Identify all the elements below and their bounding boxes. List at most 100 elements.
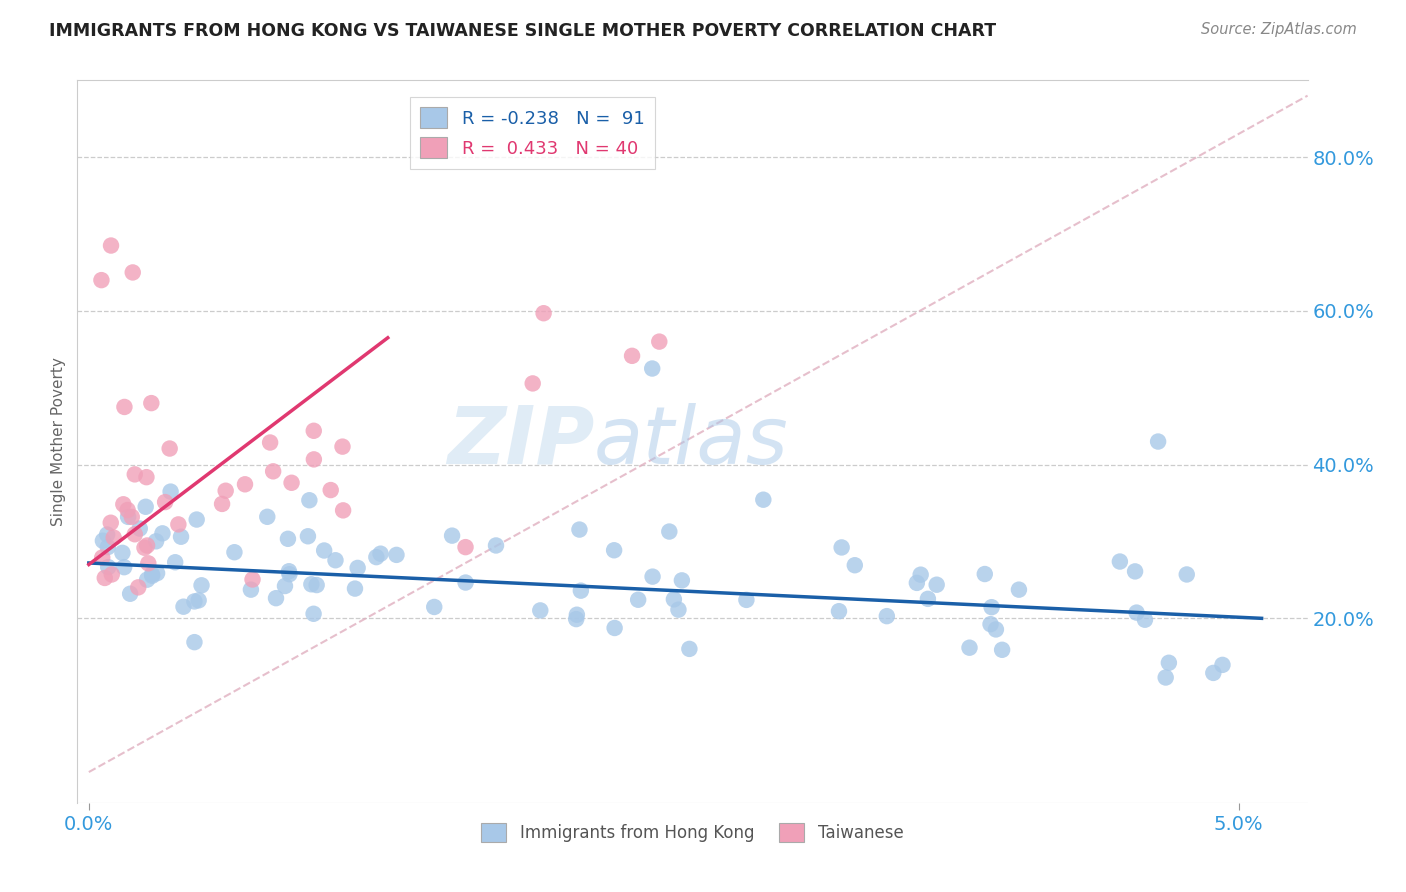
Point bbox=[100, 238, 122, 252]
Point bbox=[97, 560, 120, 574]
Point bbox=[1147, 434, 1170, 449]
Point bbox=[136, 573, 159, 587]
Point bbox=[170, 530, 193, 544]
Point bbox=[662, 592, 685, 607]
Point bbox=[346, 561, 368, 575]
Point bbox=[112, 560, 135, 574]
Point bbox=[145, 534, 167, 549]
Point bbox=[297, 529, 319, 543]
Point bbox=[165, 555, 187, 569]
Point bbox=[141, 396, 163, 410]
Point bbox=[94, 571, 117, 585]
Text: atlas: atlas bbox=[595, 402, 789, 481]
Point bbox=[980, 600, 1002, 615]
Point bbox=[278, 567, 301, 582]
Point bbox=[159, 442, 181, 456]
Point bbox=[302, 424, 325, 438]
Point bbox=[319, 483, 342, 497]
Point bbox=[96, 527, 118, 541]
Point bbox=[925, 578, 948, 592]
Point bbox=[280, 475, 302, 490]
Point bbox=[124, 467, 146, 482]
Point bbox=[103, 531, 125, 545]
Point bbox=[973, 567, 995, 582]
Point bbox=[370, 547, 392, 561]
Y-axis label: Single Mother Poverty: Single Mother Poverty bbox=[51, 357, 66, 526]
Point bbox=[603, 543, 626, 558]
Point bbox=[187, 593, 209, 607]
Point bbox=[325, 553, 347, 567]
Point bbox=[153, 495, 176, 509]
Point bbox=[256, 509, 278, 524]
Point bbox=[259, 435, 281, 450]
Point bbox=[134, 541, 156, 555]
Point bbox=[621, 349, 644, 363]
Point bbox=[135, 500, 157, 514]
Point bbox=[641, 569, 664, 583]
Point bbox=[1008, 582, 1031, 597]
Point bbox=[112, 497, 135, 511]
Point bbox=[1125, 606, 1147, 620]
Point bbox=[828, 604, 851, 618]
Point bbox=[1175, 567, 1198, 582]
Point bbox=[141, 567, 163, 582]
Point bbox=[305, 578, 328, 592]
Point bbox=[1211, 657, 1233, 672]
Text: Source: ZipAtlas.com: Source: ZipAtlas.com bbox=[1201, 22, 1357, 37]
Point bbox=[298, 493, 321, 508]
Point bbox=[101, 567, 124, 582]
Point bbox=[314, 543, 336, 558]
Point bbox=[167, 517, 190, 532]
Point bbox=[565, 607, 588, 622]
Point bbox=[97, 540, 120, 554]
Point bbox=[641, 361, 664, 376]
Point bbox=[454, 540, 477, 554]
Point bbox=[485, 539, 508, 553]
Point bbox=[1123, 565, 1146, 579]
Point bbox=[1108, 555, 1130, 569]
Point bbox=[565, 612, 588, 626]
Text: ZIP: ZIP bbox=[447, 402, 595, 481]
Point bbox=[648, 334, 671, 349]
Point bbox=[239, 582, 262, 597]
Point bbox=[668, 602, 690, 616]
Point bbox=[91, 550, 114, 565]
Point bbox=[658, 524, 681, 539]
Point bbox=[121, 509, 143, 524]
Point bbox=[274, 579, 297, 593]
Point bbox=[159, 484, 181, 499]
Point bbox=[146, 566, 169, 581]
Point bbox=[991, 642, 1014, 657]
Point bbox=[366, 550, 388, 565]
Point bbox=[264, 591, 287, 606]
Point bbox=[1133, 613, 1156, 627]
Point bbox=[152, 526, 174, 541]
Point bbox=[1154, 671, 1177, 685]
Point bbox=[844, 558, 866, 573]
Point bbox=[117, 509, 139, 524]
Point bbox=[678, 641, 700, 656]
Point bbox=[117, 503, 139, 517]
Point bbox=[186, 512, 208, 526]
Point bbox=[121, 265, 143, 279]
Point bbox=[332, 503, 354, 517]
Point bbox=[120, 587, 142, 601]
Point bbox=[568, 523, 591, 537]
Point bbox=[136, 557, 159, 571]
Point bbox=[136, 539, 159, 553]
Point bbox=[1157, 656, 1180, 670]
Point bbox=[183, 635, 205, 649]
Point bbox=[917, 591, 939, 606]
Point bbox=[278, 564, 301, 578]
Point bbox=[569, 583, 592, 598]
Point bbox=[671, 574, 693, 588]
Point bbox=[124, 527, 146, 541]
Point bbox=[90, 273, 112, 287]
Point bbox=[533, 306, 555, 320]
Point bbox=[233, 477, 256, 491]
Point bbox=[959, 640, 981, 655]
Point bbox=[111, 546, 134, 560]
Point bbox=[215, 483, 238, 498]
Point bbox=[299, 577, 322, 591]
Point bbox=[910, 567, 932, 582]
